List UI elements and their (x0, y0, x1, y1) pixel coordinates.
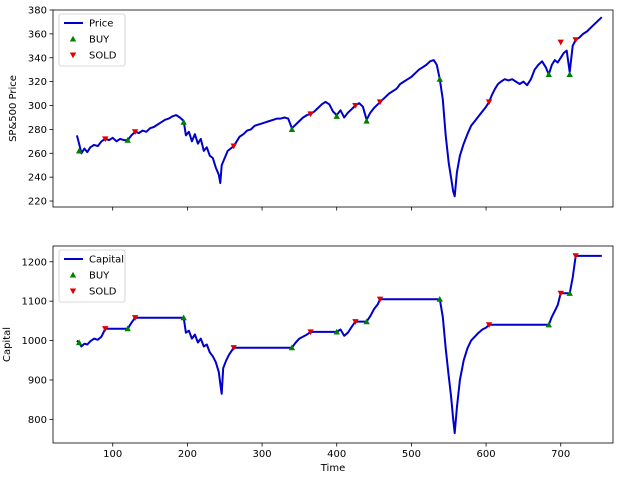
y-tick-label: 280 (28, 125, 47, 136)
sold-marker (307, 111, 314, 118)
sold-marker (376, 99, 384, 106)
sold-marker (352, 102, 359, 109)
x-tick-label: 100 (103, 449, 122, 460)
sold-marker (557, 290, 564, 297)
sold-marker (572, 253, 579, 260)
buy-marker (288, 126, 296, 132)
y-axis-label: Capital (2, 327, 13, 362)
sold-marker (307, 329, 314, 336)
sold-marker (352, 319, 359, 325)
y-tick-label: 1000 (22, 336, 47, 347)
buy-marker (124, 325, 131, 332)
sold-marker (102, 326, 109, 332)
legend-label: BUY (89, 35, 110, 46)
buy-marker (545, 321, 552, 328)
y-tick-label: 1100 (22, 297, 47, 308)
y-tick-label: 900 (28, 375, 47, 386)
plot-area (52, 9, 614, 208)
legend-label: SOLD (89, 287, 117, 298)
buy-marker (333, 328, 340, 335)
legend-label: SOLD (89, 51, 117, 62)
y-tick-label: 300 (28, 101, 47, 112)
buy-marker (180, 314, 187, 321)
legend-label: BUY (89, 271, 110, 282)
legend-sold-swatch (69, 52, 77, 59)
legend: Capital BUY SOLD (58, 249, 126, 303)
sold-marker (131, 129, 139, 135)
y-tick-label: 240 (28, 173, 47, 184)
y-tick-label: 260 (28, 149, 47, 160)
sold-marker (485, 99, 493, 106)
buy-marker (75, 147, 83, 154)
legend: Price BUY SOLD (58, 13, 126, 67)
x-tick-label: 200 (178, 449, 197, 460)
x-tick-label: 500 (402, 449, 421, 460)
sold-marker (230, 345, 237, 351)
plot-area (52, 245, 614, 444)
chart-panel-2: 800 900 1000 1100 1200 100 200 300 400 500 600 700 C… (2, 245, 614, 474)
buy-marker (436, 76, 443, 82)
legend-label: Price (89, 19, 113, 30)
y-tick-label: 360 (28, 29, 47, 40)
legend-buy-swatch (69, 35, 77, 42)
chart-panel-1: 220 240 260 280 300 320 340 360 380 SP&500 Price P… (8, 6, 614, 211)
buy-marker (436, 295, 443, 302)
buy-marker (288, 344, 296, 351)
sold-marker (376, 296, 384, 303)
y-tick-label: 340 (28, 53, 47, 64)
y-tick-label: 1200 (22, 257, 47, 268)
sold-marker (131, 315, 139, 321)
buy-marker (180, 119, 187, 125)
sold-marker (572, 37, 579, 44)
y-tick-label: 320 (28, 77, 47, 88)
x-tick-label: 400 (327, 449, 346, 460)
x-tick-label: 700 (551, 449, 570, 460)
legend-buy-swatch (69, 271, 77, 278)
x-axis-label: Time (320, 463, 345, 474)
buy-marker (363, 117, 370, 124)
y-tick-label: 380 (28, 6, 47, 17)
buy-marker (545, 71, 552, 78)
buy-marker (75, 339, 83, 346)
x-tick-label: 300 (253, 449, 272, 460)
y-tick-label: 220 (28, 197, 47, 208)
x-tick-label: 600 (477, 449, 496, 460)
sold-marker (102, 136, 109, 143)
y-tick-label: 800 (28, 415, 47, 426)
sold-marker (485, 322, 493, 328)
sold-marker (230, 143, 237, 150)
buy-marker (566, 71, 573, 78)
sold-marker (557, 39, 564, 46)
legend-label: Capital (89, 255, 124, 266)
legend-sold-swatch (69, 288, 77, 295)
buy-marker (333, 113, 340, 119)
buy-marker (363, 318, 370, 325)
buy-marker (566, 290, 573, 296)
series-line-price (75, 16, 603, 198)
buy-marker (124, 136, 131, 143)
y-axis-label: SP&500 Price (8, 75, 19, 142)
